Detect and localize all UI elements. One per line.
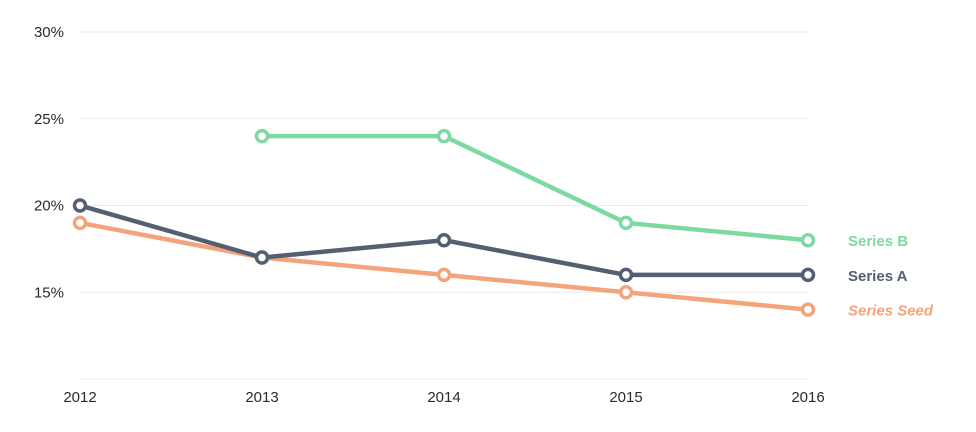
legend-label: Series Seed (848, 303, 934, 320)
data-point (436, 232, 452, 248)
data-point (618, 215, 634, 231)
data-point (618, 267, 634, 283)
series-lines (72, 128, 816, 317)
data-point (618, 285, 634, 300)
x-tick-label: 2012 (63, 389, 96, 406)
data-point (72, 198, 88, 213)
data-point (800, 302, 816, 317)
series-line (259, 133, 811, 243)
y-tick-label: 20% (34, 198, 64, 215)
gridlines (80, 31, 808, 293)
data-point (254, 128, 270, 144)
y-axis: 30% 25% 20% 15% (34, 24, 64, 301)
data-point (436, 128, 452, 144)
legend-label: Series A (848, 268, 908, 285)
legend-label: Series B (848, 233, 908, 250)
series-series-a (72, 198, 816, 283)
data-point (72, 215, 88, 231)
data-point (436, 267, 452, 283)
data-point (800, 267, 816, 283)
y-tick-label: 30% (34, 24, 64, 41)
x-tick-label: 2016 (791, 389, 824, 406)
legend: Series Seed Series A Series B (848, 233, 934, 319)
x-axis: 2012 2013 2014 2015 2016 (63, 378, 825, 406)
y-tick-label: 15% (34, 284, 64, 301)
data-point (254, 250, 270, 265)
x-tick-label: 2014 (427, 389, 460, 406)
x-tick-label: 2015 (609, 389, 642, 406)
y-tick-label: 25% (34, 111, 64, 128)
x-tick-label: 2013 (245, 389, 278, 406)
series-series-b (254, 128, 816, 248)
data-point (800, 232, 816, 248)
